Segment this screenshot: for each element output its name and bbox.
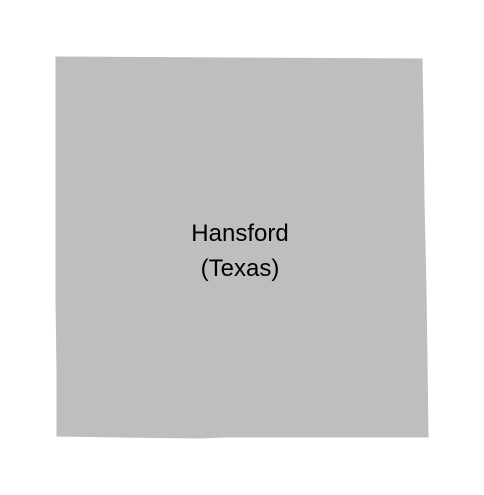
hansford-county-shape[interactable] (55, 56, 429, 439)
state-name-label: (Texas) (201, 255, 280, 282)
county-name-label: Hansford (191, 220, 288, 247)
